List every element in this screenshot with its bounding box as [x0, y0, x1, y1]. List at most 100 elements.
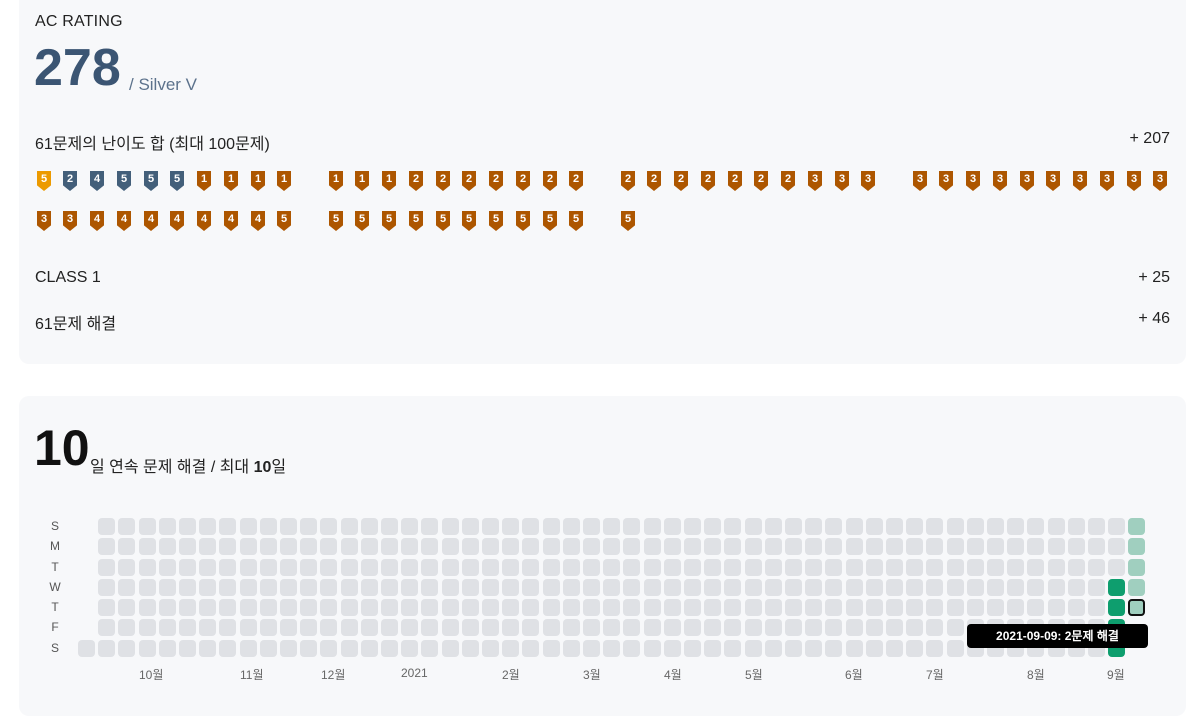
heatmap-cell[interactable] — [866, 538, 883, 555]
heatmap-cell[interactable] — [199, 599, 216, 616]
tier-badge[interactable]: 2 — [462, 171, 476, 191]
heatmap-cell[interactable] — [684, 518, 701, 535]
heatmap-cell[interactable] — [1088, 518, 1105, 535]
heatmap-cell[interactable] — [724, 538, 741, 555]
heatmap-cell[interactable] — [886, 518, 903, 535]
heatmap-cell[interactable] — [139, 559, 156, 576]
heatmap-cell[interactable] — [442, 579, 459, 596]
tier-badge[interactable]: 5 — [355, 211, 369, 231]
tier-badge[interactable]: 5 — [37, 171, 51, 191]
heatmap-cell[interactable] — [341, 599, 358, 616]
heatmap-cell[interactable] — [745, 579, 762, 596]
heatmap-cell[interactable] — [603, 559, 620, 576]
heatmap-cell[interactable] — [724, 640, 741, 657]
heatmap-cell[interactable] — [300, 538, 317, 555]
heatmap-cell[interactable] — [139, 518, 156, 535]
heatmap-cell[interactable] — [583, 599, 600, 616]
heatmap-cell[interactable] — [926, 518, 943, 535]
heatmap-cell[interactable] — [805, 538, 822, 555]
heatmap-cell[interactable] — [967, 579, 984, 596]
heatmap-cell[interactable] — [240, 518, 257, 535]
heatmap-cell[interactable] — [260, 640, 277, 657]
heatmap-cell[interactable] — [522, 599, 539, 616]
heatmap-cell[interactable] — [724, 619, 741, 636]
heatmap-cell[interactable] — [462, 518, 479, 535]
heatmap-cell[interactable] — [886, 599, 903, 616]
heatmap-cell[interactable] — [442, 538, 459, 555]
heatmap-cell[interactable] — [139, 538, 156, 555]
heatmap-cell[interactable] — [1027, 579, 1044, 596]
heatmap-cell[interactable] — [240, 619, 257, 636]
tier-badge[interactable]: 2 — [409, 171, 423, 191]
heatmap-cell[interactable] — [724, 579, 741, 596]
heatmap-cell[interactable] — [906, 559, 923, 576]
heatmap-cell[interactable] — [98, 640, 115, 657]
heatmap-cell[interactable] — [199, 640, 216, 657]
tier-badge[interactable]: 4 — [117, 211, 131, 231]
tier-badge[interactable]: 3 — [913, 171, 927, 191]
heatmap-cell[interactable] — [482, 518, 499, 535]
heatmap-cell[interactable] — [967, 538, 984, 555]
heatmap-cell[interactable] — [240, 640, 257, 657]
heatmap-cell[interactable] — [219, 538, 236, 555]
heatmap-cell[interactable] — [765, 579, 782, 596]
tier-badge[interactable]: 3 — [808, 171, 822, 191]
tier-badge[interactable]: 4 — [170, 211, 184, 231]
heatmap-cell[interactable] — [320, 599, 337, 616]
heatmap-cell[interactable] — [219, 640, 236, 657]
heatmap-cell[interactable] — [1007, 518, 1024, 535]
heatmap-cell[interactable] — [785, 538, 802, 555]
heatmap-cell[interactable] — [825, 599, 842, 616]
heatmap-cell[interactable] — [805, 599, 822, 616]
heatmap-cell[interactable] — [947, 538, 964, 555]
heatmap-cell[interactable] — [381, 518, 398, 535]
heatmap-cell[interactable] — [623, 518, 640, 535]
heatmap-cell[interactable] — [401, 538, 418, 555]
heatmap-cell[interactable] — [118, 640, 135, 657]
heatmap-cell[interactable] — [159, 599, 176, 616]
heatmap-cell[interactable] — [987, 599, 1004, 616]
tier-badge[interactable]: 1 — [277, 171, 291, 191]
tier-badge[interactable]: 4 — [251, 211, 265, 231]
heatmap-cell[interactable] — [603, 518, 620, 535]
tier-badge[interactable]: 5 — [382, 211, 396, 231]
heatmap-cell[interactable] — [644, 538, 661, 555]
heatmap-cell[interactable] — [98, 599, 115, 616]
heatmap-cell[interactable] — [543, 559, 560, 576]
heatmap-cell[interactable] — [179, 538, 196, 555]
heatmap-cell[interactable] — [522, 538, 539, 555]
heatmap-cell[interactable] — [300, 579, 317, 596]
tier-badge[interactable]: 4 — [90, 211, 104, 231]
heatmap-cell[interactable] — [724, 599, 741, 616]
heatmap-cell[interactable] — [745, 518, 762, 535]
heatmap-cell[interactable] — [805, 619, 822, 636]
tier-badge[interactable]: 3 — [835, 171, 849, 191]
heatmap-cell[interactable] — [947, 579, 964, 596]
heatmap-cell[interactable] — [462, 619, 479, 636]
tier-badge[interactable]: 5 — [409, 211, 423, 231]
heatmap-cell[interactable] — [118, 619, 135, 636]
heatmap-cell[interactable] — [825, 538, 842, 555]
heatmap-cell[interactable] — [906, 538, 923, 555]
heatmap-cell[interactable] — [583, 559, 600, 576]
heatmap-cell[interactable] — [543, 518, 560, 535]
heatmap-cell[interactable] — [199, 538, 216, 555]
heatmap-cell[interactable] — [300, 599, 317, 616]
heatmap-cell[interactable] — [300, 518, 317, 535]
heatmap-cell[interactable] — [482, 559, 499, 576]
heatmap-cell[interactable] — [280, 640, 297, 657]
heatmap-cell[interactable] — [866, 559, 883, 576]
heatmap-cell[interactable] — [1007, 559, 1024, 576]
heatmap-cell[interactable] — [522, 518, 539, 535]
tier-badge[interactable]: 5 — [516, 211, 530, 231]
heatmap-cell[interactable] — [1108, 579, 1125, 596]
heatmap-cell[interactable] — [118, 599, 135, 616]
heatmap-cell[interactable] — [866, 599, 883, 616]
heatmap-cell[interactable] — [462, 538, 479, 555]
heatmap-cell[interactable] — [583, 619, 600, 636]
heatmap-cell[interactable] — [1068, 538, 1085, 555]
tier-badge[interactable]: 3 — [861, 171, 875, 191]
heatmap-cell[interactable] — [563, 579, 580, 596]
heatmap-cell[interactable] — [1128, 579, 1145, 596]
heatmap-cell[interactable] — [381, 579, 398, 596]
